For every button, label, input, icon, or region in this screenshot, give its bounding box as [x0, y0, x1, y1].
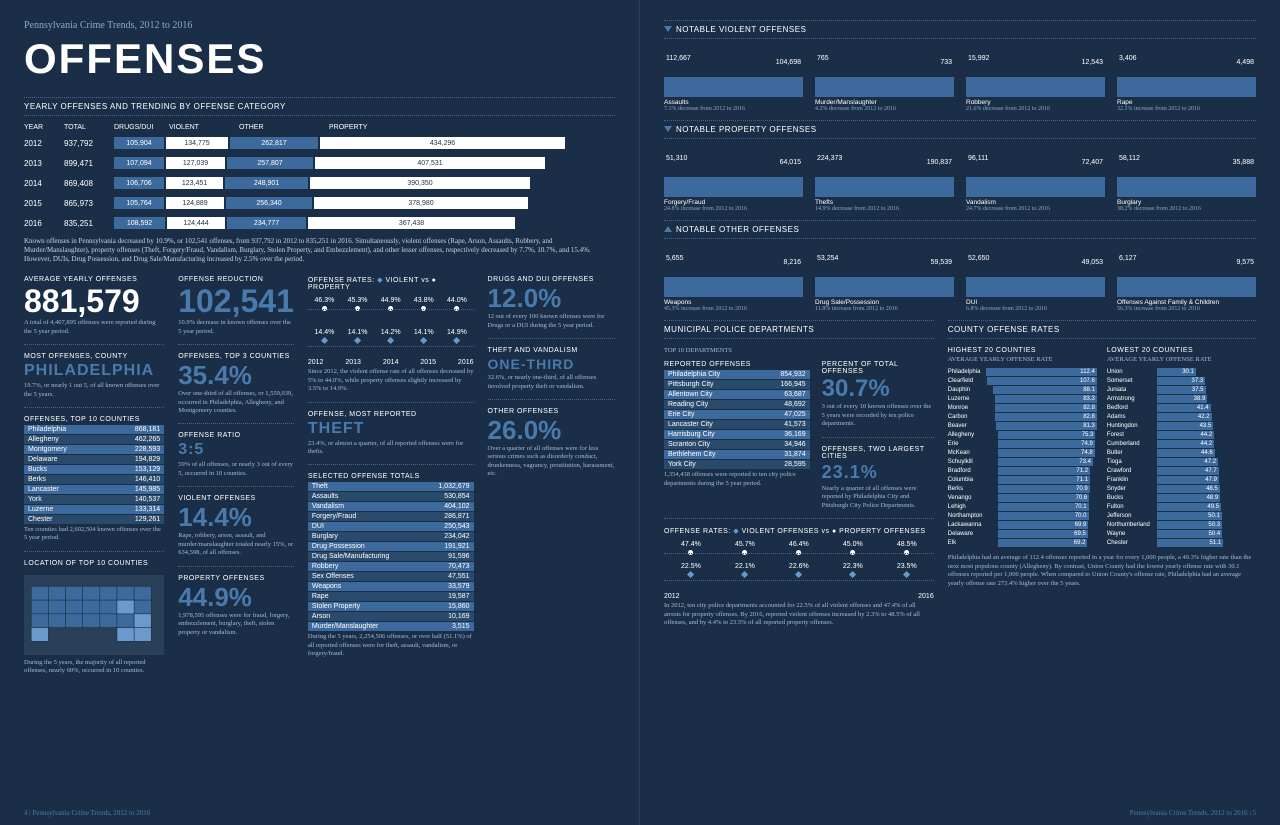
triangle-up-icon	[664, 226, 672, 232]
triangle-down-icon	[664, 126, 672, 132]
footer-left: 4 | Pennsylvania Crime Trends, 2012 to 2…	[24, 809, 150, 817]
lowest-bars: Union30.1Somerset37.3Juniata37.5Armstron…	[1107, 368, 1256, 547]
section1-body: Known offenses in Pennsylvania decreased…	[24, 237, 615, 264]
right-page: NOTABLE VIOLENT OFFENSES 112,667104,698A…	[640, 0, 1280, 825]
muni-rates-chart: 47.4%45.7%46.4%45.0%48.5%22.5%22.1%22.6%…	[664, 539, 934, 589]
other-sparklines: 5,6558,216Weapons45.3% increase from 201…	[664, 247, 1256, 312]
muni-table: Philadelphia City854,932Pittsburgh City1…	[664, 370, 810, 469]
stacked-bar-chart: 2012937,792 105,904 134,775 262,817 434,…	[24, 137, 615, 229]
property-sparklines: 51,31064,015Forgery/Fraud24.8% increase …	[664, 147, 1256, 212]
reduction-value: 102,541	[178, 285, 294, 317]
section1-head: YEARLY OFFENSES AND TRENDING BY OFFENSE …	[24, 97, 615, 116]
rates-line-chart: 46.3%45.3%44.9%43.8%44.0%14.4%14.1%14.2%…	[308, 295, 474, 355]
triangle-down-icon	[664, 26, 672, 32]
highest-bars: Philadelphia112.4Clearfield107.6Dauphin8…	[948, 368, 1097, 547]
most-value: PHILADELPHIA	[24, 362, 164, 380]
violent-sparklines: 112,667104,698Assaults7.1% decrease from…	[664, 47, 1256, 112]
left-page: Pennsylvania Crime Trends, 2012 to 2016 …	[0, 0, 640, 825]
avg-value: 881,579	[24, 285, 164, 317]
page-title: OFFENSES	[24, 35, 615, 83]
subtitle: Pennsylvania Crime Trends, 2012 to 2016	[24, 20, 615, 31]
county-map	[24, 575, 164, 655]
top10-table: Philadelphia868,181Allegheny462,265Montg…	[24, 425, 164, 524]
selected-offense-table: Theft1,032,679Assaults530,854Vandalism40…	[308, 482, 474, 631]
table-header: YEAR TOTAL DRUGS/DUI VIOLENT OTHER PROPE…	[24, 124, 615, 131]
footer-right: Pennsylvania Crime Trends, 2012 to 2016 …	[1130, 809, 1256, 817]
